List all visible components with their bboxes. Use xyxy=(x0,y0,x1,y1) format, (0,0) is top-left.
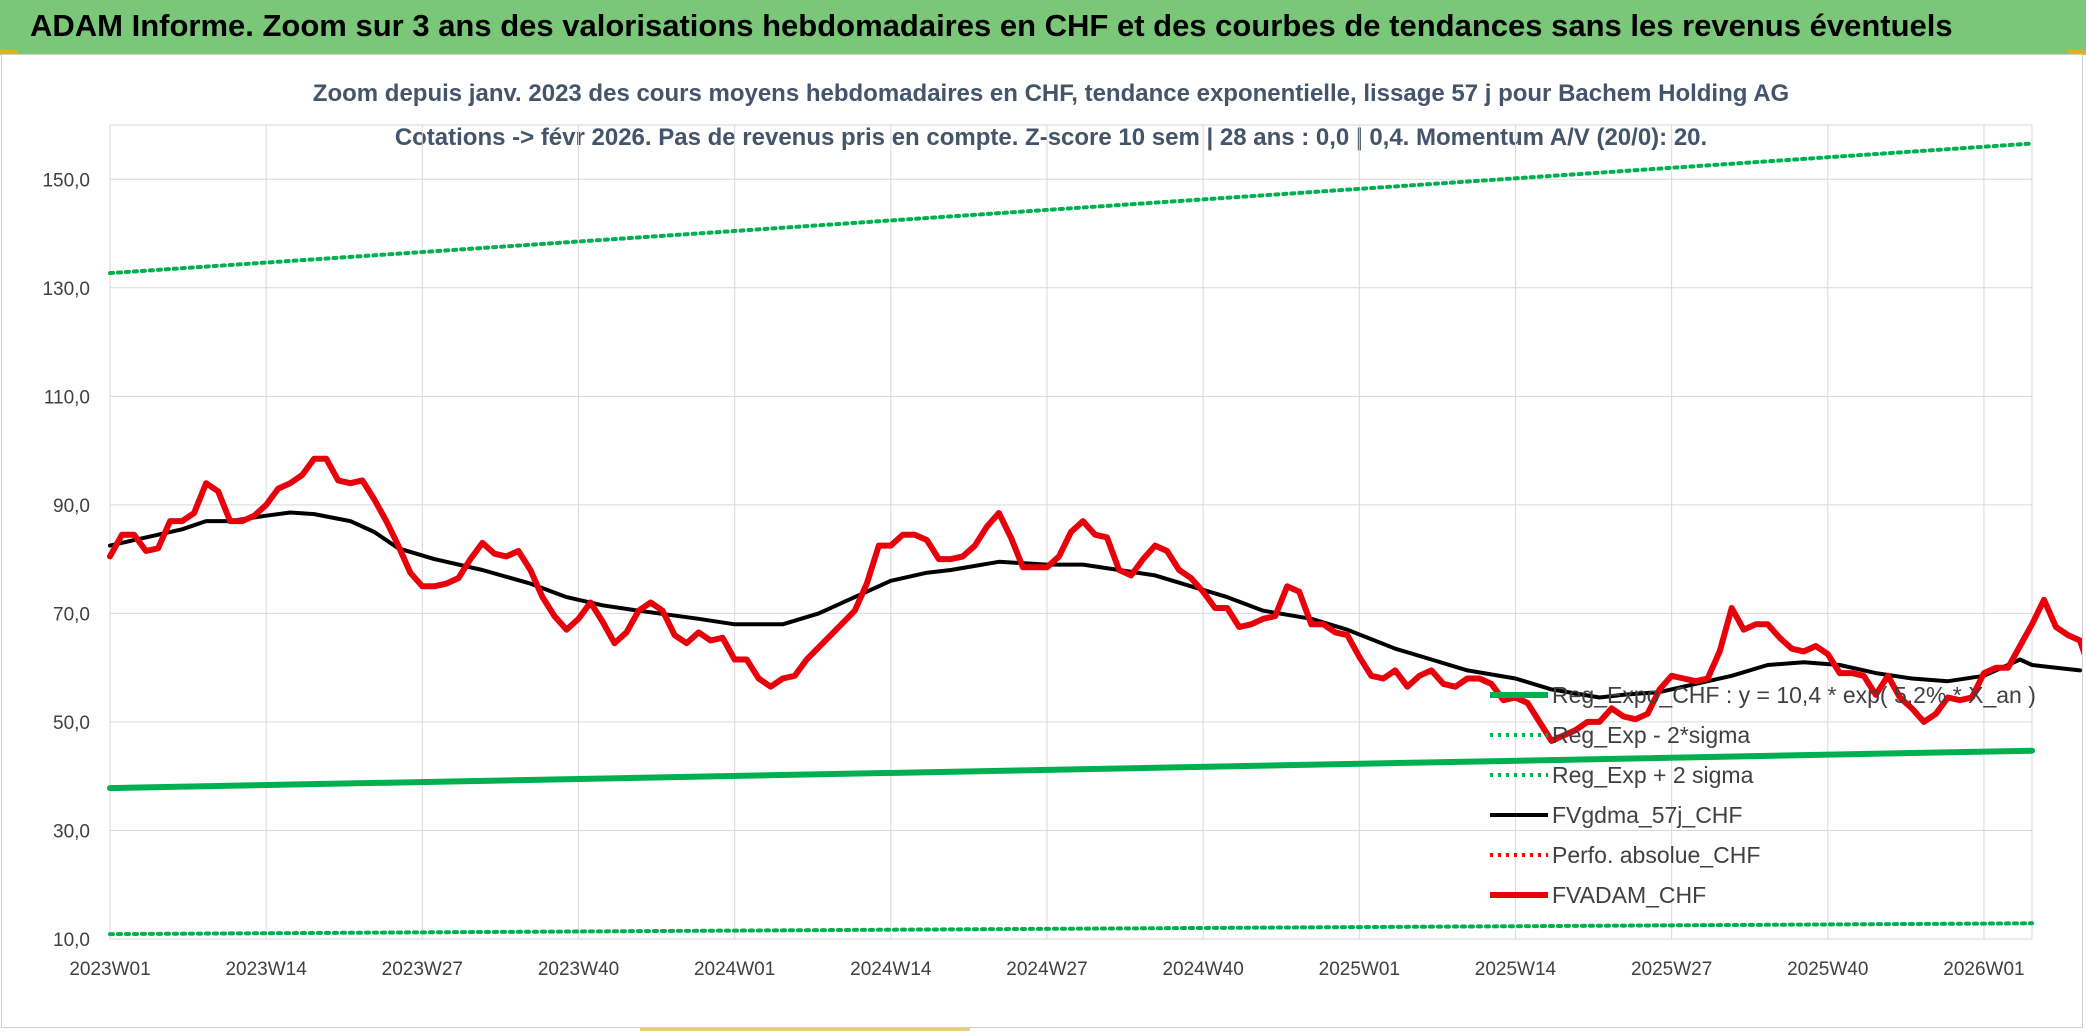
x-tick-label: 2024W01 xyxy=(694,959,775,980)
x-tick-label: 2023W01 xyxy=(69,959,150,980)
y-tick-label: 130,0 xyxy=(42,279,90,300)
y-tick-label: 10,0 xyxy=(53,930,90,951)
series-line-5 xyxy=(107,455,2086,744)
y-tick-label: 110,0 xyxy=(44,387,90,408)
series-group xyxy=(107,141,2086,937)
legend-entry: Reg_Exp - 2*sigma xyxy=(1552,722,1750,748)
x-tick-label: 2024W27 xyxy=(1006,959,1087,980)
x-tick-label: 2023W14 xyxy=(225,959,307,980)
series-line-0 xyxy=(107,747,2035,792)
legend: Reg_Expo_CHF : y = 10,4 * exp( 5,2% * X_… xyxy=(1490,682,2036,908)
x-tick-label: 2023W27 xyxy=(382,959,463,980)
series-line-2 xyxy=(108,141,2034,276)
series-line-3 xyxy=(108,510,2082,700)
legend-entry: FVgdma_57j_CHF xyxy=(1552,802,1742,828)
x-tick-label: 2025W27 xyxy=(1631,959,1712,980)
axis-labels: 10,0 30,0 50,0 70,0 90,0 110,0 130,0 150,0 2023W… xyxy=(42,170,2024,980)
header-corner-left xyxy=(0,50,18,55)
legend-entry: Perfo. absolue_CHF xyxy=(1552,842,1760,868)
report-header: ADAM Informe. Zoom sur 3 ans des valoris… xyxy=(0,0,2086,55)
grid xyxy=(109,124,2033,940)
x-tick-label: 2024W40 xyxy=(1162,959,1243,980)
x-tick-label: 2024W14 xyxy=(850,959,932,980)
header-corner-right xyxy=(2068,50,2086,55)
report-title: ADAM Informe. Zoom sur 3 ans des valoris… xyxy=(30,8,1953,43)
chart-area: Zoom depuis janv. 2023 des cours moyens … xyxy=(1,54,2086,1028)
series-line-1 xyxy=(108,921,2034,937)
x-tick-label: 2025W01 xyxy=(1319,959,1400,980)
x-tick-label: 2025W40 xyxy=(1787,959,1868,980)
x-tick-label: 2026W01 xyxy=(1943,959,2024,980)
y-tick-label: 30,0 xyxy=(53,821,90,842)
chart-subtitle: Cotations -> févr 2026. Pas de revenus p… xyxy=(395,124,1707,151)
x-tick-label: 2023W40 xyxy=(538,959,619,980)
y-tick-label: 50,0 xyxy=(53,713,90,734)
x-tick-label: 2025W14 xyxy=(1475,959,1557,980)
y-tick-label: 70,0 xyxy=(53,604,90,625)
legend-entry: FVADAM_CHF xyxy=(1552,882,1706,908)
y-tick-label: 150,0 xyxy=(42,170,90,191)
legend-entry: Reg_Exp + 2 sigma xyxy=(1552,762,1754,788)
legend-entry: Reg_Expo_CHF : y = 10,4 * exp( 5,2% * X_… xyxy=(1552,682,2036,708)
bottom-accent-bar xyxy=(640,1027,970,1031)
chart-title: Zoom depuis janv. 2023 des cours moyens … xyxy=(313,80,1789,107)
chart-svg: Zoom depuis janv. 2023 des cours moyens … xyxy=(42,80,2086,980)
y-tick-label: 90,0 xyxy=(53,496,90,517)
